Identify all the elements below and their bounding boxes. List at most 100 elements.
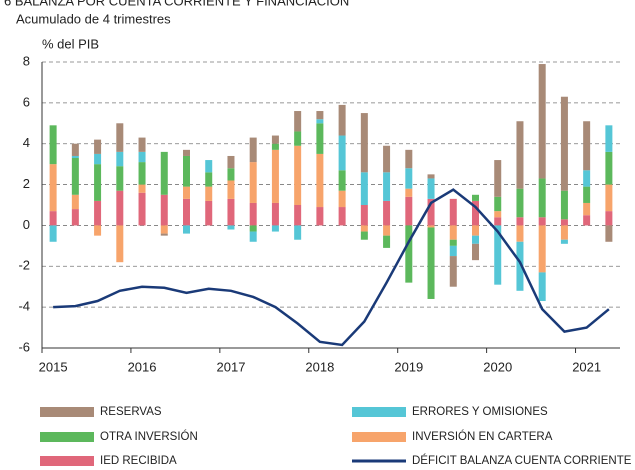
bar-segment — [472, 200, 479, 226]
legend-swatch — [352, 407, 406, 417]
bar-segment — [249, 137, 257, 163]
bar-segment — [360, 225, 368, 232]
bar-segment — [94, 139, 102, 154]
bar-segment — [138, 184, 146, 193]
bar-segment — [249, 162, 257, 203]
bar-segment — [560, 96, 568, 191]
bar-segment — [472, 225, 479, 236]
bar-segment — [427, 174, 435, 179]
y-tick-label: -4 — [18, 299, 30, 314]
y-tick-label: -2 — [18, 258, 30, 273]
bar-segment — [49, 125, 57, 165]
bar-segment — [405, 168, 413, 189]
bar-segment — [49, 211, 57, 226]
bar-segment — [227, 168, 235, 181]
bar-segment — [316, 111, 324, 120]
bar-segment — [71, 194, 79, 210]
bar-segment — [383, 235, 391, 248]
bar-segment — [605, 211, 613, 226]
bar-segment — [538, 217, 546, 226]
bar-segment — [71, 155, 79, 159]
deficit-line — [53, 188, 610, 347]
x-tick-label: 2021 — [572, 359, 601, 374]
bar-segment — [449, 245, 457, 257]
bar-segment — [160, 151, 168, 195]
bar-segment — [538, 64, 546, 179]
x-tick-label: 2015 — [39, 359, 68, 374]
bar-segment — [205, 200, 213, 226]
bar-segment — [427, 227, 435, 299]
bar-segment — [405, 188, 413, 197]
bar-segment — [494, 225, 502, 285]
bar-segment — [294, 145, 302, 205]
bar-segment — [116, 190, 124, 226]
bar-segment — [605, 151, 613, 185]
bar-segment — [338, 190, 346, 208]
bar-segment — [583, 170, 591, 187]
bar-segment — [49, 164, 57, 212]
bar-segment — [271, 149, 279, 203]
bar-segment — [116, 225, 124, 263]
bar-segment — [427, 198, 435, 226]
x-tick-label: 2020 — [483, 359, 512, 374]
bar-segment — [560, 239, 568, 244]
bar-segment — [472, 235, 479, 244]
bar-segment — [583, 215, 591, 226]
legend-swatch — [352, 432, 406, 442]
bar-segment — [227, 225, 235, 230]
legend-swatch — [40, 432, 94, 442]
bar-segment — [183, 198, 190, 226]
bar-segment — [583, 186, 591, 203]
bar-segment — [383, 225, 391, 236]
bar-segment — [516, 188, 524, 218]
legend-label: OTRA INVERSIÓN — [100, 430, 198, 443]
y-tick-label: -6 — [18, 339, 30, 354]
bar-segment — [449, 225, 457, 240]
bar-segment — [271, 143, 279, 150]
bar-segment — [583, 121, 591, 171]
bar-segment — [116, 123, 124, 152]
bar-segment — [538, 225, 546, 273]
legend-swatch — [40, 407, 94, 417]
bar-segment — [338, 170, 346, 191]
bar-segment — [405, 149, 413, 169]
bar-segment — [583, 202, 591, 216]
chart-title: 6 BALANZA POR CUENTA CORRIENTE Y FINANCI… — [4, 0, 349, 8]
bar-segment — [560, 225, 568, 240]
bar-segment — [360, 172, 368, 205]
legend-label: INVERSIÓN EN CARTERA — [412, 430, 553, 443]
bar-segment — [294, 205, 302, 226]
bar-segment — [316, 207, 324, 226]
bar-segment — [405, 196, 413, 226]
bar-segment — [271, 225, 279, 232]
x-tick-label: 2016 — [128, 359, 157, 374]
bar-segment — [449, 256, 457, 287]
bar-segment — [94, 164, 102, 201]
bar-segment — [472, 243, 479, 261]
bar-segment — [160, 233, 168, 236]
bar-segment — [94, 225, 102, 236]
bar-segment — [516, 217, 524, 226]
y-tick-label: 8 — [23, 53, 30, 68]
bar-segment — [338, 135, 346, 171]
bar-segment — [427, 225, 435, 228]
bar-segment — [338, 104, 346, 136]
bar-segment — [116, 151, 124, 167]
bar-segment — [94, 153, 102, 165]
legend-label: DÉFICIT BALANZA CUENTA CORRIENTE — [412, 454, 632, 467]
bar-segment — [138, 137, 146, 152]
bar-segment — [605, 225, 613, 242]
bar-segment — [449, 198, 457, 226]
bar-segment — [227, 198, 235, 226]
bar-segment — [316, 119, 324, 124]
bar-segment — [360, 231, 368, 240]
bar-segment — [494, 211, 502, 218]
bar-segment — [205, 172, 213, 187]
y-tick-label: 6 — [23, 94, 30, 109]
bar-segment — [516, 121, 524, 189]
bar-segment — [138, 151, 146, 163]
bar-segment — [249, 202, 257, 226]
bar-segment — [227, 180, 235, 199]
bar-segment — [516, 225, 524, 242]
